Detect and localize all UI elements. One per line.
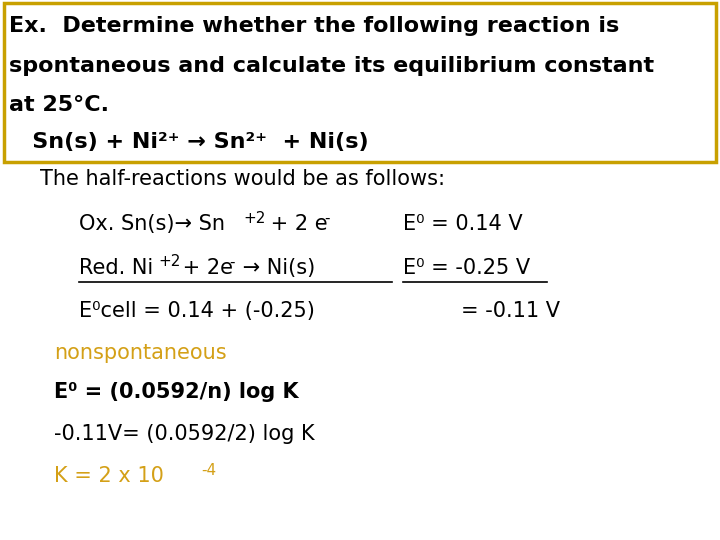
- Text: E⁰cell = 0.14 + (-0.25): E⁰cell = 0.14 + (-0.25): [79, 301, 315, 321]
- Text: +2: +2: [243, 211, 266, 226]
- FancyBboxPatch shape: [4, 3, 716, 162]
- Text: + 2 e: + 2 e: [264, 214, 327, 234]
- Text: K = 2 x 10: K = 2 x 10: [54, 466, 164, 486]
- Text: E⁰ = -0.25 V: E⁰ = -0.25 V: [403, 258, 531, 278]
- Text: -4: -4: [202, 463, 217, 478]
- Text: -: -: [229, 254, 235, 269]
- Text: -: -: [324, 211, 330, 226]
- Text: at 25°C.: at 25°C.: [9, 95, 109, 115]
- Text: Ox. Sn(s)→ Sn: Ox. Sn(s)→ Sn: [79, 214, 225, 234]
- Text: E⁰ = 0.14 V: E⁰ = 0.14 V: [403, 214, 523, 234]
- Text: + 2e: + 2e: [176, 258, 233, 278]
- Text: spontaneous and calculate its equilibrium constant: spontaneous and calculate its equilibriu…: [9, 56, 654, 76]
- Text: = -0.11 V: = -0.11 V: [461, 301, 560, 321]
- Text: -0.11V= (0.0592/2) log K: -0.11V= (0.0592/2) log K: [54, 424, 315, 444]
- Text: Red. Ni: Red. Ni: [79, 258, 153, 278]
- Text: The half-reactions would be as follows:: The half-reactions would be as follows:: [40, 169, 445, 189]
- Text: → Ni(s): → Ni(s): [236, 258, 315, 278]
- Text: +2: +2: [158, 254, 181, 269]
- Text: Sn(s) + Ni²⁺ → Sn²⁺  + Ni(s): Sn(s) + Ni²⁺ → Sn²⁺ + Ni(s): [9, 132, 368, 152]
- Text: E⁰ = (0.0592/n) log K: E⁰ = (0.0592/n) log K: [54, 382, 299, 402]
- Text: Ex.  Determine whether the following reaction is: Ex. Determine whether the following reac…: [9, 16, 619, 36]
- Text: nonspontaneous: nonspontaneous: [54, 343, 227, 363]
